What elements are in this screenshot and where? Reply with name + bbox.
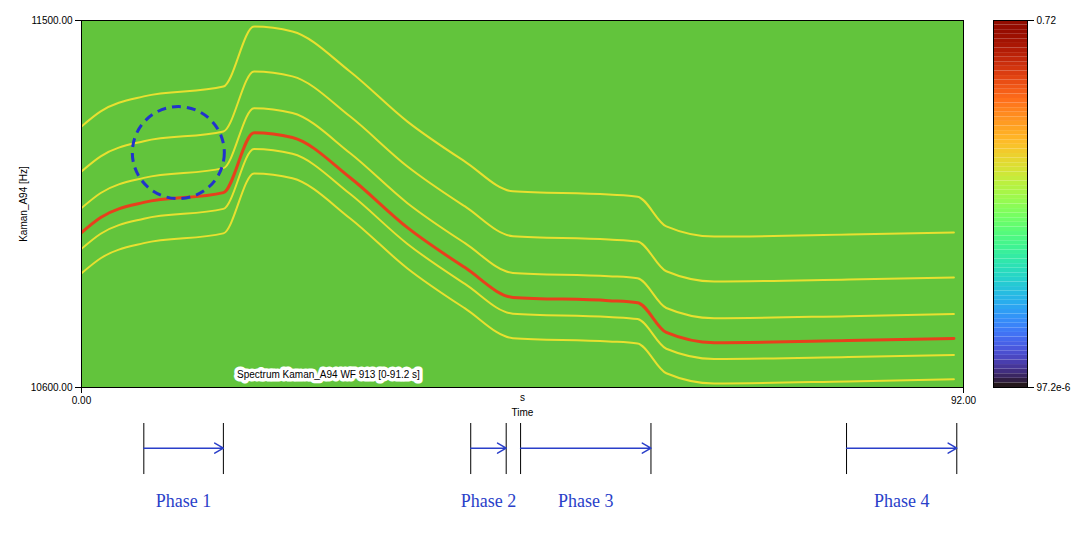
svg-text:s: s xyxy=(520,392,525,403)
svg-text:97.2e-6: 97.2e-6 xyxy=(1037,382,1071,393)
svg-text:Phase 4: Phase 4 xyxy=(874,491,930,511)
svg-text:Phase 2: Phase 2 xyxy=(461,491,517,511)
svg-text:Phase 3: Phase 3 xyxy=(558,491,614,511)
svg-text:Kaman_A94 [Hz]: Kaman_A94 [Hz] xyxy=(18,166,29,242)
svg-text:Phase 1: Phase 1 xyxy=(156,491,212,511)
svg-text:92.00: 92.00 xyxy=(951,395,976,406)
svg-text:0.00: 0.00 xyxy=(72,395,92,406)
svg-text:10600.00: 10600.00 xyxy=(31,382,73,393)
svg-text:11500.00: 11500.00 xyxy=(32,15,73,26)
svg-text:Spectrum Kaman_A94 WF 913 [0-9: Spectrum Kaman_A94 WF 913 [0-91.2 s] xyxy=(237,369,420,380)
svg-text:0.72: 0.72 xyxy=(1037,15,1057,26)
svg-text:Time: Time xyxy=(512,407,534,418)
